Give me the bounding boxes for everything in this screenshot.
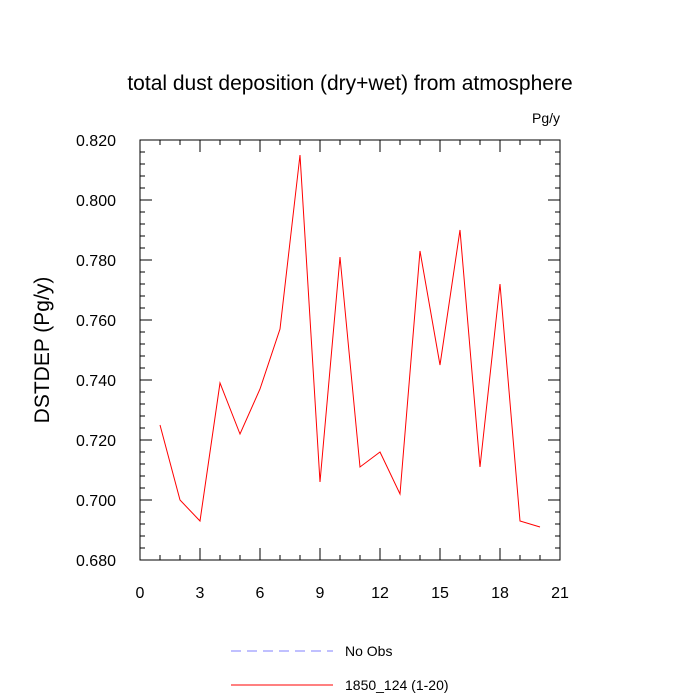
x-tick-label: 12 — [371, 585, 389, 602]
data-point — [359, 466, 362, 469]
plot-frame — [139, 139, 561, 561]
data-point — [539, 526, 542, 529]
y-tick-label: 0.760 — [76, 313, 116, 330]
y-axis-label: DSTDEP (Pg/y) — [31, 277, 54, 424]
units-label: Pg/y — [532, 110, 560, 126]
y-tick-label: 0.820 — [76, 133, 116, 150]
x-tick-label: 6 — [256, 585, 265, 602]
y-tick-label: 0.680 — [76, 553, 116, 570]
y-tick-label: 0.780 — [76, 253, 116, 270]
x-tick-label: 18 — [491, 585, 509, 602]
legend: No Obs 1850_124 (1-20) — [231, 643, 449, 693]
series-layer — [159, 154, 542, 529]
x-tick-labels: 0 3 6 9 12 15 18 21 — [136, 585, 569, 602]
data-point — [339, 256, 342, 259]
axis-ticks — [139, 139, 561, 561]
data-point — [519, 520, 522, 523]
data-point — [259, 388, 262, 391]
data-point — [419, 250, 422, 253]
x-tick-label: 3 — [196, 585, 205, 602]
y-tick-labels: 0.680 0.700 0.720 0.740 0.760 0.780 0.800 0.820 — [76, 133, 116, 570]
data-point — [479, 466, 482, 469]
data-point — [459, 229, 462, 232]
data-point — [399, 493, 402, 496]
data-point — [439, 364, 442, 367]
y-tick-label: 0.740 — [76, 373, 116, 390]
legend-label-1850-124: 1850_124 (1-20) — [345, 677, 449, 693]
legend-label-no-obs: No Obs — [345, 643, 392, 659]
y-tick-label: 0.700 — [76, 493, 116, 510]
data-point — [319, 481, 322, 484]
data-point — [159, 424, 162, 427]
x-tick-label: 15 — [431, 585, 449, 602]
data-point — [499, 283, 502, 286]
series-line — [159, 154, 541, 528]
data-point — [379, 451, 382, 454]
data-point — [239, 433, 242, 436]
y-tick-label: 0.720 — [76, 433, 116, 450]
data-point — [179, 499, 182, 502]
chart-title: total dust deposition (dry+wet) from atm… — [127, 72, 572, 95]
data-point — [299, 154, 302, 157]
x-tick-label: 0 — [136, 585, 145, 602]
x-tick-label: 21 — [551, 585, 569, 602]
y-tick-label: 0.800 — [76, 193, 116, 210]
data-point — [199, 520, 202, 523]
data-point — [219, 382, 222, 385]
data-point — [279, 328, 282, 331]
x-tick-label: 9 — [316, 585, 325, 602]
